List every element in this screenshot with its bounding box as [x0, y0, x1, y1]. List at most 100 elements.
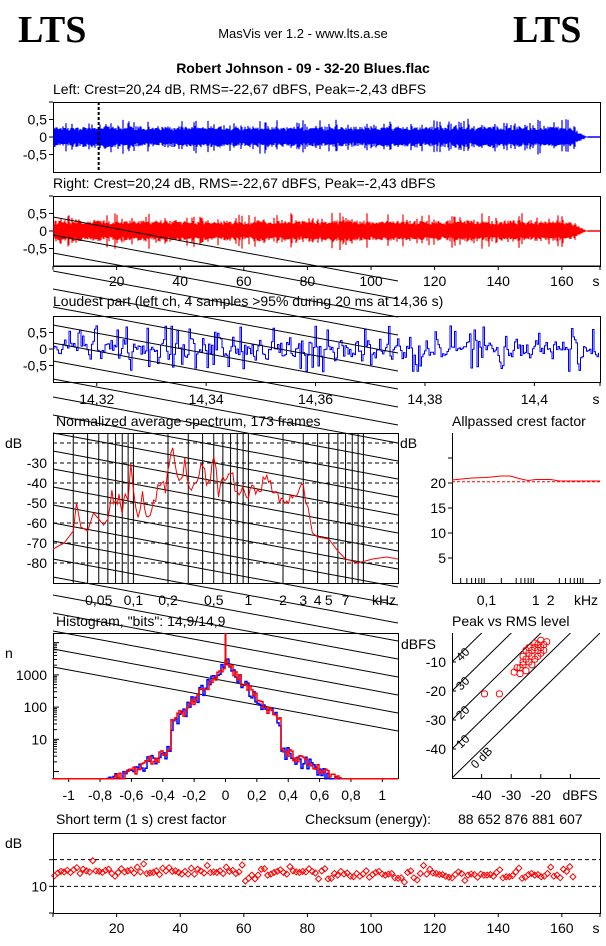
short-term-crest-point [273, 867, 281, 876]
peak-vs-rms-xtick-label: -30 [501, 787, 521, 803]
spectrum-ytick-label: -30 [27, 455, 47, 471]
short-term-crest-xtick-label: 60 [236, 920, 252, 936]
short-term-crest-point [124, 867, 132, 875]
histogram-xtick-label: -0,8 [88, 787, 112, 803]
short-term-crest-point [89, 857, 97, 865]
short-term-crest-point [518, 874, 526, 883]
short-term-crest-point [241, 877, 250, 885]
short-term-crest-point [426, 865, 434, 873]
time-axis-label: 60 [236, 273, 252, 289]
short-term-crest-point [244, 874, 253, 883]
short-term-crest-point [394, 874, 402, 883]
spectrum-slope-line [52, 306, 399, 372]
short-term-crest-point [165, 863, 173, 872]
short-term-crest-point [422, 870, 431, 878]
short-term-crest-point [54, 869, 62, 877]
spectrum-xtick-label: 2 [279, 592, 287, 608]
time-axis-label: 160 [550, 273, 574, 289]
short-term-crest-point [499, 874, 507, 882]
spectrum-ytick-label: -40 [27, 475, 47, 491]
short-term-crest-point [267, 870, 275, 878]
short-term-crest-ytick-label: 10 [31, 878, 47, 894]
short-term-crest-point [515, 864, 523, 872]
spectrum-slope-line [52, 234, 399, 300]
peak-vs-rms-point [495, 690, 503, 698]
right-waveform-ytick-label: 0,5 [28, 206, 48, 222]
spectrum-xtick-label: 0,1 [124, 592, 144, 608]
short-term-crest-point [333, 871, 342, 879]
short-term-crest-point [534, 870, 542, 879]
short-term-crest-point [139, 860, 148, 868]
short-term-crest-point [566, 862, 574, 871]
short-term-crest-point [283, 870, 291, 878]
peak-vs-rms-point [513, 664, 521, 672]
spectrum-slope-line [52, 432, 399, 498]
short-term-crest-point [254, 871, 262, 879]
short-term-crest-point [251, 875, 259, 883]
short-term-crest-point [531, 871, 539, 879]
spectrum-curve [52, 447, 399, 564]
short-term-crest-point [311, 869, 320, 877]
short-term-crest-point [76, 869, 84, 878]
peak-vs-rms-title: Peak vs RMS level [452, 613, 570, 629]
peak-vs-rms-diagonal-label: 30 [453, 674, 473, 694]
short-term-crest-point [505, 873, 514, 881]
short-term-crest-point [413, 876, 421, 884]
short-term-crest-point [308, 867, 316, 876]
short-term-crest-point [464, 871, 472, 879]
right-waveform-signal [53, 212, 588, 250]
file-title: Robert Johnson - 09 - 32-20 Blues.flac [176, 60, 430, 76]
short-term-crest-point [461, 876, 469, 885]
spectrum-xtick-label: 1 [244, 592, 252, 608]
spectrum-xunit: kHz [372, 592, 396, 608]
short-term-crest-point [438, 870, 447, 879]
time-axis-label: 140 [487, 273, 511, 289]
peak-vs-rms-diagonal-label: 0 dB [468, 744, 495, 771]
peak-vs-rms-xtick-label: -40 [471, 787, 491, 803]
short-term-crest-point [489, 872, 498, 880]
spectrum-xtick-label: 0,5 [204, 592, 224, 608]
short-term-crest-point [416, 869, 425, 878]
short-term-crest-point [403, 868, 412, 877]
spectrum-slope-line [52, 414, 399, 480]
peak-vs-rms-diagonal [452, 633, 600, 778]
allpassed-crest-ytick-label: 20 [430, 475, 446, 491]
short-term-crest-point [400, 878, 409, 886]
short-term-crest-point [508, 871, 517, 880]
short-term-crest-point [155, 870, 164, 879]
spectrum-frame [53, 433, 399, 584]
histogram-xtick-label: 0,6 [310, 787, 330, 803]
short-term-crest-point [219, 869, 227, 878]
short-term-crest-point [353, 869, 361, 878]
short-term-crest-point [200, 869, 208, 877]
histogram-xtick-label: -0,4 [151, 787, 175, 803]
short-term-crest-ylabel: dB [5, 835, 22, 851]
spectrum-slope-line [52, 288, 399, 354]
short-term-crest-point [193, 865, 202, 873]
histogram-xtick-label: -1 [62, 787, 75, 803]
short-term-crest-point [222, 863, 231, 871]
peak-vs-rms-diagonal [452, 633, 512, 692]
short-term-crest-xunit: s [593, 920, 600, 936]
short-term-crest-point [235, 868, 243, 876]
short-term-crest-point [203, 861, 211, 870]
spectrum-slope-line [52, 216, 399, 282]
short-term-crest-frame [53, 833, 601, 914]
short-term-crest-point [50, 871, 59, 880]
short-term-crest-point [168, 867, 176, 876]
short-term-crest-point [556, 874, 564, 882]
short-term-crest-point [279, 868, 288, 877]
allpassed-crest-xtick-label: 0,1 [477, 592, 497, 608]
right-waveform-title: Right: Crest=20,24 dB, RMS=-22,67 dBFS, … [53, 175, 436, 191]
histogram-xtick-label: -0,6 [119, 787, 143, 803]
allpassed-crest-ytick-label: 15 [430, 500, 446, 516]
spectrum-slope-line [52, 396, 399, 462]
peak-vs-rms-ytick-label: -30 [426, 712, 446, 728]
peak-vs-rms-point [528, 661, 536, 669]
short-term-crest-point [473, 873, 482, 881]
short-term-crest-point [143, 869, 151, 878]
short-term-crest-point [213, 868, 221, 877]
short-term-crest-xtick-label: 140 [487, 920, 511, 936]
short-term-crest-point [512, 868, 520, 876]
short-term-crest-point [171, 867, 180, 875]
